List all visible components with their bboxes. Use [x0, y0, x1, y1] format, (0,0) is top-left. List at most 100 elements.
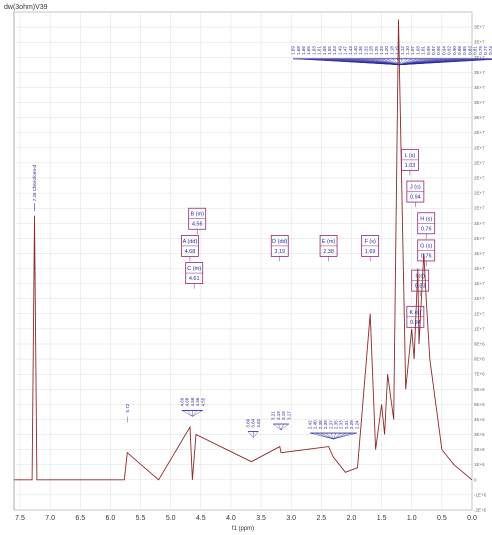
y-tick-label: 2E+7 — [474, 221, 485, 226]
peak-label-tick — [280, 423, 284, 431]
peak-label: 1.58 — [322, 46, 327, 55]
multiplet-name: D (dd) — [272, 239, 287, 245]
peak-label: 3.17 — [286, 411, 291, 420]
multiplet-value: 1.69 — [365, 249, 376, 255]
peak-label: 0.96 — [436, 46, 441, 55]
x-tick-label: 6.5 — [75, 515, 85, 522]
y-tick-label: -1E+6 — [474, 492, 487, 497]
peak-label: 1.68 — [296, 46, 301, 55]
multiplet-name: C (m) — [187, 266, 201, 272]
peak-label-tick — [192, 410, 203, 417]
peak-label-tick — [391, 58, 400, 65]
peak-label-tick — [333, 432, 352, 440]
y-tick-label: 2E+7 — [474, 130, 485, 135]
peak-label: 1.12 — [400, 46, 405, 55]
y-tick-label: 3E+7 — [474, 115, 485, 120]
peak-label-tick — [187, 410, 193, 417]
y-tick-label: 3E+7 — [474, 40, 485, 45]
peak-label-tick — [333, 432, 342, 440]
multiplet-name: G (s) — [420, 243, 432, 249]
peak-label: 1.66 — [301, 46, 306, 55]
peak-label-tick — [399, 58, 413, 65]
y-tick-label: 8E+6 — [474, 357, 485, 362]
y-tick-label: 2E+7 — [474, 145, 485, 150]
peak-label-tick — [333, 432, 357, 440]
peak-label: 0.88 — [457, 46, 462, 55]
peak-label: 4.69 — [179, 397, 184, 406]
peak-label-tick — [315, 432, 334, 440]
peak-label: 1.22 — [379, 46, 384, 55]
peak-label: 1.43 — [348, 46, 353, 55]
peak-label-tick — [325, 432, 334, 440]
y-tick-label: 1E+7 — [474, 326, 485, 331]
peak-label: 1.65 — [306, 46, 311, 55]
peak-label: 1.36 — [358, 46, 363, 55]
peak-label: 4.56 — [195, 397, 200, 406]
peak-label: 1.49 — [337, 46, 342, 55]
peak-label-tick — [273, 423, 282, 431]
peak-label-tick — [181, 410, 193, 417]
peak-label-tick — [278, 423, 282, 431]
multiplet-name: L (s) — [405, 153, 416, 159]
peak-label-tick — [280, 423, 289, 431]
y-tick-label: 1E+7 — [474, 251, 485, 256]
peak-label: 1.55 — [327, 46, 332, 55]
x-tick-label: 4.0 — [226, 515, 236, 522]
x-tick-label: 6.0 — [106, 515, 116, 522]
multiplet-value: 2.38 — [323, 249, 334, 255]
y-tick-label: 2E+7 — [474, 160, 485, 165]
y-tick-label: 1E+7 — [474, 311, 485, 316]
y-tick-label: 7E+6 — [474, 372, 485, 377]
peak-label-tick — [253, 431, 259, 438]
multiplet-name: H (s) — [420, 216, 432, 222]
peak-label: 4.58 — [190, 397, 195, 406]
multiplet-value: 4.61 — [189, 276, 200, 282]
multiplet-name: I (s) — [415, 274, 425, 280]
peak-label: 3.18 — [281, 411, 286, 420]
x-axis-title: f1 (ppm) — [232, 526, 254, 532]
peak-label: 1.63 — [311, 46, 316, 55]
peak-label: 0.99 — [426, 46, 431, 55]
multiplet-name: K (s) — [410, 310, 422, 316]
peak-label: 1.15 — [395, 46, 400, 55]
x-tick-label: 1.5 — [377, 515, 387, 522]
y-tick-label: 6E+6 — [474, 387, 485, 392]
multiplet-value: 3.19 — [274, 249, 285, 255]
y-tick-label: 3E+6 — [474, 432, 485, 437]
x-tick-label: 3.5 — [256, 515, 266, 522]
y-tick-label: 3E+7 — [474, 100, 485, 105]
y-tick-label: 3E+7 — [474, 25, 485, 30]
peak-label-tick — [320, 432, 334, 440]
peak-label-tick — [371, 58, 400, 66]
peak-label: 1.40 — [353, 46, 358, 55]
y-tick-label: 2E+7 — [474, 176, 485, 181]
x-tick-label: 0.0 — [467, 515, 477, 522]
peak-label: 3.62 — [256, 418, 261, 427]
peak-label: 3.21 — [271, 411, 276, 420]
peak-label-tick — [386, 58, 400, 65]
peak-label: 1.69 — [291, 46, 296, 55]
peak-label-tick — [333, 432, 337, 440]
y-tick-label: 0 — [474, 477, 477, 482]
x-tick-label: 7.5 — [15, 515, 25, 522]
y-tick-label: 3E+7 — [474, 85, 485, 90]
peak-label: 0.83 — [467, 46, 472, 55]
multiplet-name: E (m) — [322, 239, 336, 245]
y-tick-label: 2E+7 — [474, 236, 485, 241]
peak-label-tick — [396, 58, 400, 65]
y-tick-label: 5E+6 — [474, 402, 485, 407]
peak-label: 3.19 — [276, 411, 281, 420]
peak-label: 0.74 — [488, 46, 492, 55]
peak-label: 0.92 — [447, 46, 452, 55]
x-tick-label: 1.0 — [407, 515, 417, 522]
peak-label: 7.26 Chloroform-d — [32, 164, 37, 201]
peak-label-tick — [399, 58, 403, 65]
peak-label-tick — [247, 431, 254, 438]
x-tick-label: 7.0 — [45, 515, 55, 522]
peak-label: 1.61 — [317, 46, 322, 55]
peak-label-tick — [309, 432, 334, 440]
peak-label-tick — [330, 432, 334, 440]
peak-label: 1.10 — [405, 46, 410, 55]
peak-label: 4.68 — [185, 397, 190, 406]
peak-label: 2.42 — [307, 420, 312, 429]
